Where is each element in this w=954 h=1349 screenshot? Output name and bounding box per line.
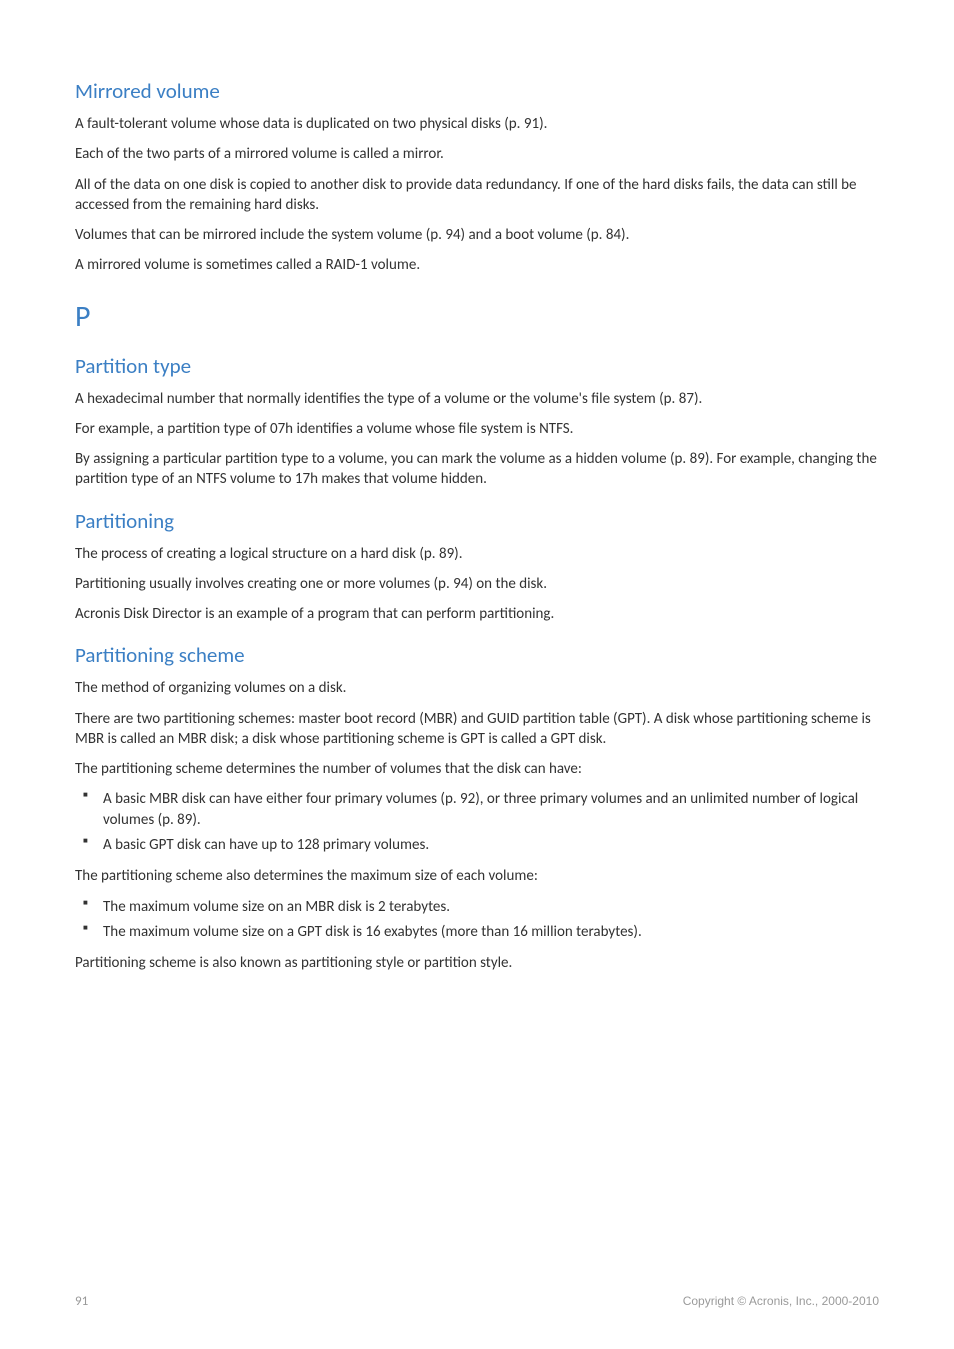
para-text: The partitioning scheme also determines …	[75, 866, 879, 886]
para-text: The method of organizing volumes on a di…	[75, 678, 879, 698]
para-text: Acronis Disk Director is an example of a…	[75, 604, 879, 624]
para-text: A fault-tolerant volume whose data is du…	[75, 114, 879, 134]
copyright-text: Copyright © Acronis, Inc., 2000-2010	[683, 1294, 879, 1309]
list-item: A basic GPT disk can have up to 128 prim…	[75, 835, 879, 856]
heading-partitioning-scheme: Partitioning scheme	[75, 642, 879, 668]
bullet-list: The maximum volume size on an MBR disk i…	[75, 897, 879, 943]
para-text: Volumes that can be mirrored include the…	[75, 225, 879, 245]
para-text: Each of the two parts of a mirrored volu…	[75, 144, 879, 164]
index-letter-p: P	[75, 298, 879, 335]
para-text: The process of creating a logical struct…	[75, 544, 879, 564]
para-text: All of the data on one disk is copied to…	[75, 175, 879, 216]
list-item: The maximum volume size on an MBR disk i…	[75, 897, 879, 918]
para-text: There are two partitioning schemes: mast…	[75, 709, 879, 750]
para-text: The partitioning scheme determines the n…	[75, 759, 879, 779]
para-text: Partitioning scheme is also known as par…	[75, 953, 879, 973]
heading-partitioning: Partitioning	[75, 508, 879, 534]
para-text: For example, a partition type of 07h ide…	[75, 419, 879, 439]
para-text: By assigning a particular partition type…	[75, 449, 879, 490]
bullet-list: A basic MBR disk can have either four pr…	[75, 789, 879, 856]
page-footer: 91 Copyright © Acronis, Inc., 2000-2010	[75, 1294, 879, 1309]
para-text: A hexadecimal number that normally ident…	[75, 389, 879, 409]
list-item: The maximum volume size on a GPT disk is…	[75, 922, 879, 943]
heading-mirrored-volume: Mirrored volume	[75, 78, 879, 104]
heading-partition-type: Partition type	[75, 353, 879, 379]
list-item: A basic MBR disk can have either four pr…	[75, 789, 879, 831]
page-number: 91	[75, 1294, 88, 1309]
para-text: Partitioning usually involves creating o…	[75, 574, 879, 594]
para-text: A mirrored volume is sometimes called a …	[75, 255, 879, 275]
